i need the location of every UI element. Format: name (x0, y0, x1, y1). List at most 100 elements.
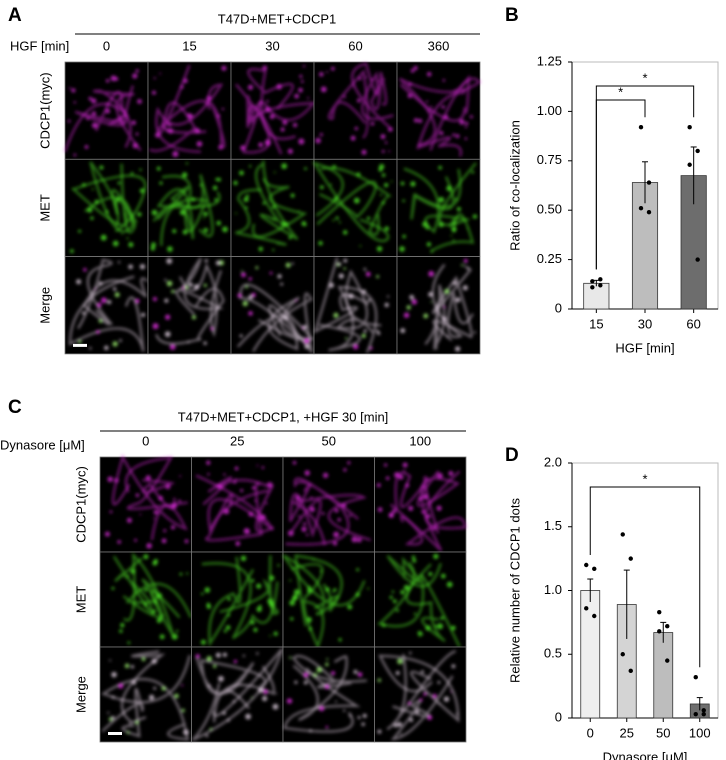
punctum (267, 482, 273, 488)
punctum (432, 693, 437, 699)
row-label: MET (37, 194, 52, 222)
punctum (152, 323, 159, 330)
punctum (144, 588, 148, 592)
micrograph (282, 646, 375, 743)
punctum (175, 629, 179, 633)
membrane (327, 69, 369, 139)
punctum (182, 229, 188, 235)
punctum (426, 71, 432, 77)
punctum (221, 65, 227, 71)
punctum (298, 515, 301, 518)
punctum (130, 568, 136, 574)
punctum (217, 177, 221, 182)
punctum (233, 659, 238, 664)
punctum (280, 221, 286, 227)
punctum (183, 729, 189, 736)
punctum (104, 345, 109, 351)
punctum (463, 258, 468, 263)
punctum (121, 233, 123, 235)
row-label: Merge (37, 287, 52, 324)
cell-signal (195, 460, 274, 547)
punctum (377, 678, 381, 682)
x-tick-label: 50 (656, 725, 670, 740)
cell-signal (200, 555, 280, 647)
membrane (292, 654, 368, 689)
membrane (378, 654, 460, 723)
axis-title: HGF [min] (10, 38, 69, 53)
membrane (291, 563, 325, 650)
punctum (304, 167, 307, 170)
membrane (252, 177, 308, 238)
membrane (205, 482, 263, 542)
punctum (411, 555, 416, 559)
punctum (207, 684, 211, 688)
punctum (391, 590, 395, 594)
punctum (91, 98, 97, 104)
punctum (76, 279, 82, 285)
punctum (419, 698, 423, 702)
punctum (298, 87, 303, 93)
punctum (319, 72, 324, 77)
axis-title: Dynasore [μM] (0, 437, 85, 452)
punctum (241, 270, 243, 272)
punctum (156, 617, 162, 623)
punctum (410, 68, 415, 73)
punctum (414, 612, 417, 616)
membrane (403, 162, 477, 234)
punctum (342, 230, 348, 235)
punctum (290, 193, 295, 198)
punctum (460, 263, 464, 267)
punctum (132, 73, 138, 79)
punctum (105, 102, 109, 105)
punctum (271, 205, 276, 209)
cell-signal (282, 554, 370, 650)
punctum (418, 635, 421, 637)
punctum (199, 183, 203, 187)
punctum (321, 512, 325, 515)
punctum (354, 126, 358, 131)
punctum (409, 294, 415, 300)
membrane (316, 180, 377, 226)
membrane (399, 470, 460, 552)
punctum (214, 198, 218, 202)
membrane (255, 160, 299, 241)
punctum (204, 259, 208, 263)
data-point (646, 180, 652, 185)
punctum (443, 115, 449, 120)
punctum (212, 664, 217, 668)
punctum (310, 496, 313, 499)
punctum (70, 249, 74, 253)
punctum (402, 199, 405, 203)
data-point (628, 556, 633, 561)
punctum (153, 686, 157, 690)
y-tick-label: 0.5 (544, 646, 562, 661)
punctum (335, 216, 339, 220)
membrane (239, 283, 314, 345)
punctum (117, 181, 121, 185)
bar (580, 590, 601, 719)
punctum (128, 242, 134, 248)
punctum (91, 188, 94, 191)
punctum (329, 183, 332, 186)
punctum (421, 485, 425, 489)
punctum (316, 612, 320, 616)
bar (631, 182, 659, 310)
punctum (134, 298, 140, 304)
punctum (185, 162, 189, 165)
data-point (598, 283, 603, 288)
punctum (167, 128, 174, 134)
punctum (206, 460, 211, 465)
x-axis-title: Dynasore [μM] (603, 749, 688, 760)
punctum (255, 266, 259, 270)
punctum (452, 133, 456, 137)
punctum (245, 713, 252, 720)
punctum (269, 575, 275, 581)
micrograph (191, 456, 284, 553)
punctum (436, 505, 442, 511)
membrane (247, 68, 296, 140)
punctum (442, 79, 446, 82)
micrograph (374, 646, 467, 743)
micrograph (374, 456, 467, 553)
punctum (179, 475, 182, 477)
punctum (425, 100, 429, 103)
